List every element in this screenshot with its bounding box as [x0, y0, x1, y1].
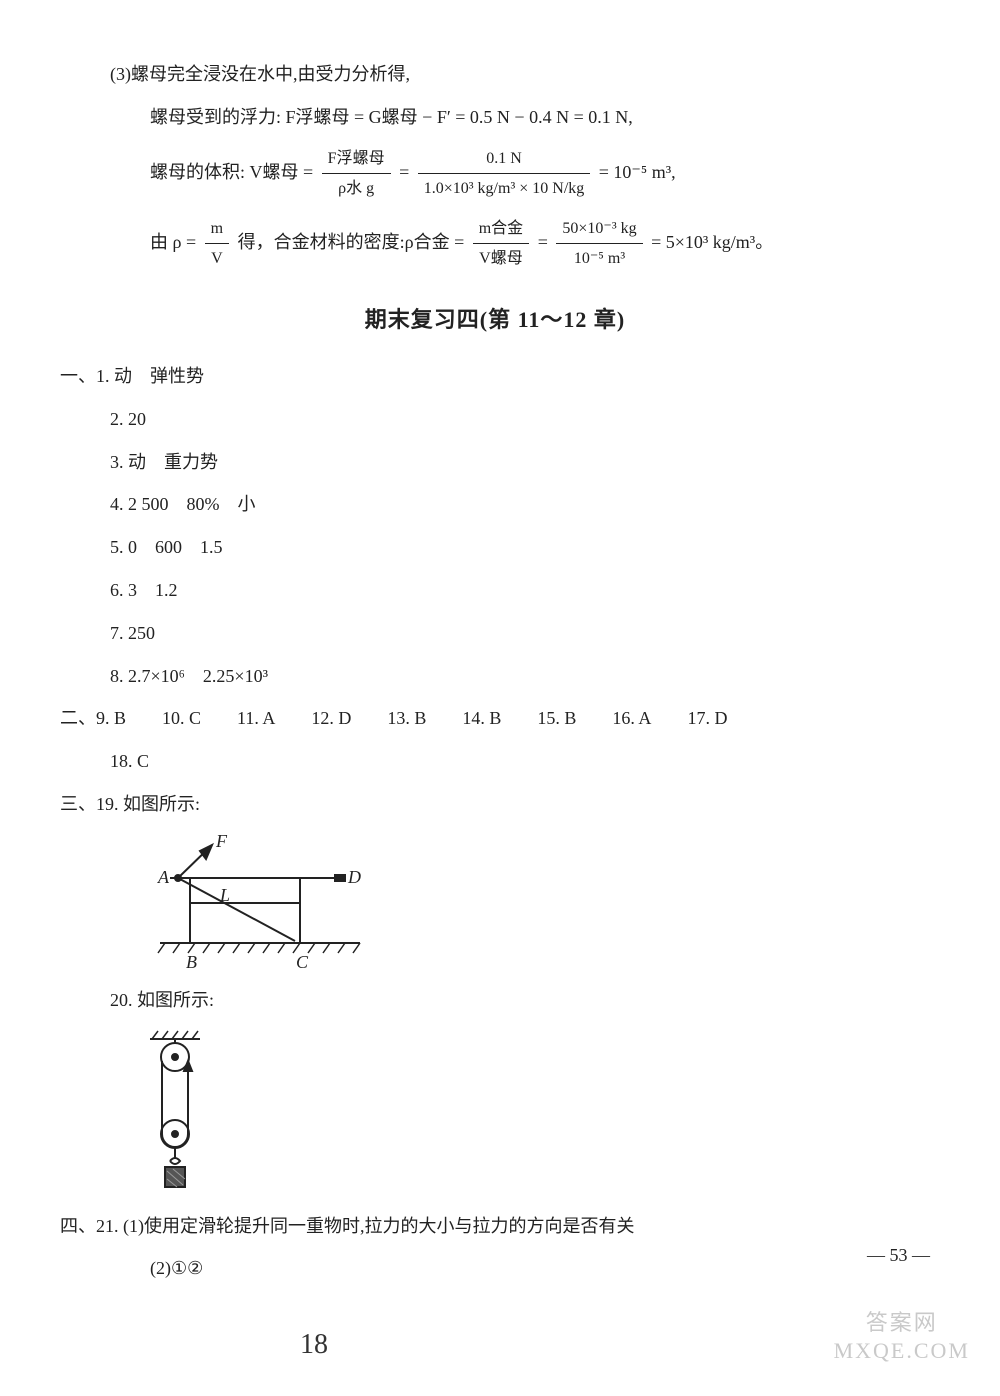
- fraction-1: F浮螺母 ρ水 g: [322, 146, 391, 202]
- numerator: m合金: [473, 216, 529, 245]
- equals: =: [538, 232, 553, 252]
- review-title: 期末复习四(第 11～12 章): [60, 302, 930, 334]
- denominator: V螺母: [473, 244, 529, 272]
- denominator: V: [205, 244, 229, 272]
- lhs: V螺母 =: [250, 162, 314, 182]
- section-4-prefix: 四、: [60, 1216, 96, 1236]
- q4: 4. 2 500 80% 小: [60, 490, 930, 519]
- denominator: 10⁻⁵ m³: [556, 244, 642, 272]
- equation: F浮螺母 = G螺母 − F′ = 0.5 N − 0.4 N = 0.1 N,: [286, 107, 633, 127]
- q2: 2. 20: [60, 405, 930, 434]
- section-2-prefix: 二、9. B: [60, 704, 126, 733]
- label-b: B: [186, 952, 197, 972]
- figure-20: [140, 1029, 930, 1204]
- equals: =: [399, 162, 409, 182]
- prefix: 螺母的体积:: [150, 162, 245, 182]
- q7: 7. 250: [60, 619, 930, 648]
- q19: 19. 如图所示:: [96, 794, 200, 814]
- q3: 3. 动 重力势: [60, 448, 930, 477]
- section-1: 一、1. 动 弹性势: [60, 362, 930, 391]
- ans-15: 15. B: [537, 704, 576, 733]
- watermark-line1: 答案网: [834, 1309, 970, 1338]
- ans-17: 17. D: [687, 704, 727, 733]
- denominator: ρ水 g: [322, 174, 391, 202]
- numerator: m: [205, 216, 229, 245]
- section-3: 三、19. 如图所示:: [60, 790, 930, 819]
- q20: 20. 如图所示:: [60, 986, 930, 1015]
- section-1-prefix: 一、: [60, 366, 96, 386]
- label-f: F: [215, 833, 228, 851]
- q1: 1. 动 弹性势: [96, 366, 204, 386]
- sol-line-3a: 螺母受到的浮力: F浮螺母 = G螺母 − F′ = 0.5 N − 0.4 N…: [60, 103, 930, 132]
- fraction-calc: 50×10⁻³ kg 10⁻⁵ m³: [556, 216, 642, 272]
- ans-10: 10. C: [162, 704, 201, 733]
- q18: 18. C: [60, 747, 930, 776]
- sol-line-3: (3)螺母完全浸没在水中,由受力分析得,: [60, 60, 930, 89]
- sol-line-3b: 螺母的体积: V螺母 = F浮螺母 ρ水 g = 0.1 N 1.0×10³ k…: [60, 146, 930, 202]
- fraction-mv: m V: [205, 216, 229, 272]
- ans-11: 11. A: [237, 704, 275, 733]
- page-number: — 53 —: [867, 1245, 930, 1266]
- fraction-alloy: m合金 V螺母: [473, 216, 529, 272]
- figure-19: F A D L B C: [140, 833, 930, 978]
- ans-13: 13. B: [387, 704, 426, 733]
- result: = 5×10³ kg/m³。: [651, 232, 773, 252]
- q21b: (2)①②: [60, 1254, 930, 1283]
- prefix: 螺母受到的浮力:: [150, 107, 281, 127]
- watermark: 答案网 MXQE.COM: [834, 1309, 970, 1366]
- label-a: A: [157, 867, 170, 887]
- watermark-line2: MXQE.COM: [834, 1337, 970, 1366]
- q6: 6. 3 1.2: [60, 576, 930, 605]
- fraction-2: 0.1 N 1.0×10³ kg/m³ × 10 N/kg: [418, 146, 591, 202]
- result: = 10⁻⁵ m³,: [599, 162, 676, 182]
- ans-12: 12. D: [311, 704, 351, 733]
- q5: 5. 0 600 1.5: [60, 533, 930, 562]
- sol-line-3c: 由 ρ = m V 得，合金材料的密度:ρ合金 = m合金 V螺母 = 50×1…: [60, 216, 930, 272]
- numerator: F浮螺母: [322, 146, 391, 175]
- numerator: 50×10⁻³ kg: [556, 216, 642, 245]
- mid1: 得，合金材料的密度:ρ合金 =: [238, 232, 465, 252]
- section-3-prefix: 三、: [60, 794, 96, 814]
- q21a: 21. (1)使用定滑轮提升同一重物时,拉力的大小与拉力的方向是否有关: [96, 1216, 635, 1236]
- handwritten-note: 18: [300, 1329, 328, 1361]
- denominator: 1.0×10³ kg/m³ × 10 N/kg: [418, 174, 591, 202]
- label-d: D: [347, 867, 361, 887]
- ans-14: 14. B: [462, 704, 501, 733]
- prefix: 由 ρ =: [150, 232, 196, 252]
- numerator: 0.1 N: [418, 146, 591, 175]
- ans-16: 16. A: [612, 704, 651, 733]
- section-2-row1: 二、9. B 10. C 11. A 12. D 13. B 14. B 15.…: [60, 704, 930, 733]
- label-l: L: [219, 885, 230, 905]
- section-4: 四、21. (1)使用定滑轮提升同一重物时,拉力的大小与拉力的方向是否有关: [60, 1212, 930, 1241]
- label-c: C: [296, 952, 309, 972]
- q8: 8. 2.7×10⁶ 2.25×10³: [60, 662, 930, 691]
